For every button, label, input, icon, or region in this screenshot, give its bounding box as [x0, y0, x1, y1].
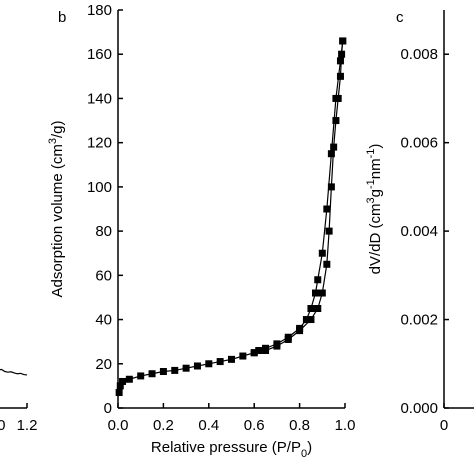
label-part: 3	[365, 197, 377, 203]
data-point	[125, 375, 133, 383]
data-point	[116, 382, 124, 390]
y-tick-label: 0.006	[400, 135, 438, 152]
y-tick-label: 20	[95, 356, 112, 373]
label-part: /g)	[49, 120, 66, 138]
data-point	[334, 94, 342, 102]
data-point	[339, 37, 347, 45]
panel-label: b	[58, 9, 66, 26]
data-point	[273, 342, 281, 350]
data-point	[250, 349, 258, 357]
data-point	[262, 347, 270, 355]
data-point	[307, 305, 315, 312]
data-point	[323, 205, 331, 213]
y-axis-label: dV/dD (cm3g-1nm-1)	[365, 144, 384, 275]
data-point	[182, 364, 190, 372]
data-point	[255, 347, 263, 355]
data-point	[171, 366, 179, 374]
label-part: 0	[301, 448, 307, 460]
data-point	[284, 335, 292, 343]
data-point	[302, 316, 310, 324]
series-line	[0, 368, 28, 376]
y-tick-label: 100	[87, 179, 112, 196]
label-part: Adsorption volume (cm	[49, 144, 66, 297]
series-line	[254, 40, 344, 354]
label-part: )	[307, 439, 312, 456]
y-axis-label: Adsorption volume (cm3/g)	[47, 120, 66, 297]
x-tick-label: 0.4	[198, 417, 219, 434]
x-tick-label: 1.0	[335, 417, 356, 434]
x-tick-label: 1.2	[17, 417, 38, 434]
label-part: -1	[365, 179, 377, 189]
y-tick-label: 120	[87, 135, 112, 152]
data-point	[159, 368, 167, 376]
x-tick-label: 0	[440, 417, 448, 434]
data-point	[327, 150, 335, 158]
data-point	[115, 389, 123, 397]
label-part: nm	[367, 158, 384, 179]
y-tick-label: 0.004	[400, 223, 438, 240]
y-tick-label: 0	[104, 400, 112, 417]
data-point	[318, 289, 326, 297]
data-point	[119, 377, 127, 385]
data-point	[314, 305, 322, 312]
x-tick-label: 0.2	[153, 417, 174, 434]
label-part: -1	[365, 149, 377, 159]
y-tick-label: 0.008	[400, 46, 438, 63]
data-point	[137, 372, 145, 380]
data-point	[193, 362, 201, 370]
data-point	[311, 289, 319, 297]
x-axis-label: Relative pressure (P/P0)	[151, 439, 312, 460]
data-point	[336, 57, 344, 65]
data-point	[205, 360, 213, 368]
series-line	[118, 40, 344, 393]
data-point	[296, 327, 304, 335]
y-tick-label: 0.000	[400, 400, 438, 417]
y-tick-label: 180	[87, 2, 112, 19]
data-point	[307, 316, 315, 324]
data-point	[148, 370, 156, 378]
y-tick-label: 40	[95, 312, 112, 329]
label-part: )	[367, 144, 384, 149]
label-part: dV/dD (cm	[367, 204, 384, 275]
y-tick-label: 0.002	[400, 312, 438, 329]
data-point	[323, 260, 331, 268]
x-tick-label: 0.6	[244, 417, 265, 434]
y-tick-label: 80	[95, 223, 112, 240]
data-point	[314, 276, 322, 284]
x-tick-label: 0.0	[108, 417, 129, 434]
panel-label: c	[396, 9, 404, 26]
data-point	[327, 183, 335, 191]
x-tick-label: 0.8	[289, 417, 310, 434]
data-point	[336, 72, 344, 80]
data-point	[216, 358, 224, 366]
data-point	[228, 355, 235, 363]
label-part: Relative pressure (P/P	[151, 439, 301, 456]
data-point	[325, 227, 333, 235]
data-point	[330, 143, 338, 151]
data-point	[318, 249, 326, 257]
data-point	[338, 50, 346, 58]
x-tick-label: 1.0	[0, 417, 5, 434]
data-point	[239, 352, 247, 360]
label-part: g	[367, 189, 384, 197]
data-point	[332, 117, 340, 125]
label-part: 3	[47, 138, 59, 144]
y-tick-label: 140	[87, 90, 112, 107]
y-tick-label: 60	[95, 267, 112, 284]
y-tick-label: 160	[87, 46, 112, 63]
